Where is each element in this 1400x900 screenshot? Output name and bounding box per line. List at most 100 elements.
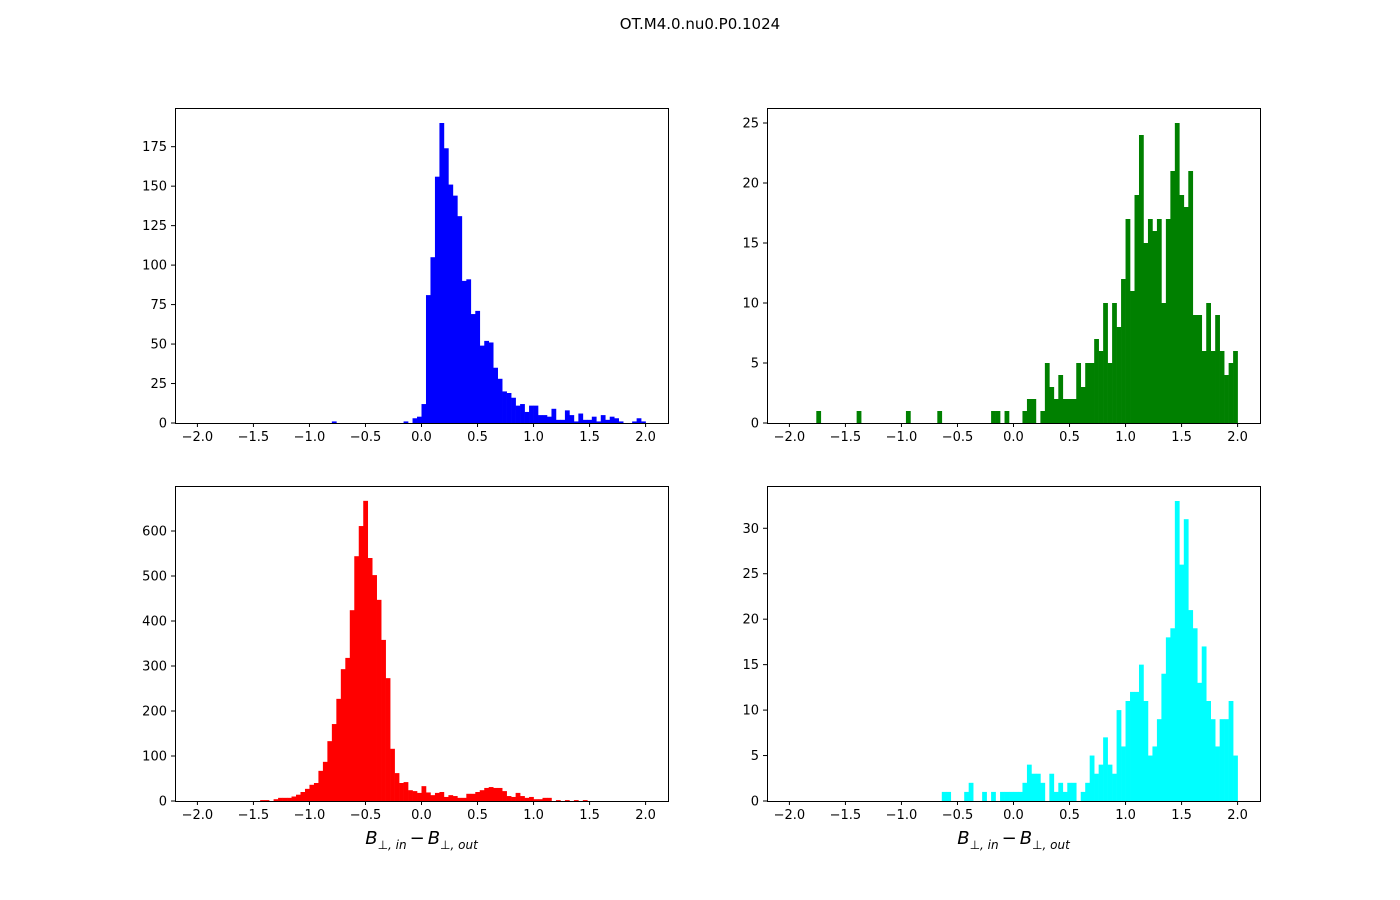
axes-bottom-left: −2.0 −1.5 −1.0 −0.5 0.0 0.5 1.0 1.5 2.0 0 100 200 30… xyxy=(142,486,669,823)
x-tick-label: −2.0 xyxy=(182,808,214,823)
histogram-bar xyxy=(457,797,463,801)
histogram-bar xyxy=(1053,791,1059,801)
y-tick-label: 15 xyxy=(742,237,759,252)
x-tick-label: 0.0 xyxy=(411,808,432,823)
y-tick-label: 75 xyxy=(150,298,167,313)
histogram-bar xyxy=(1219,351,1225,423)
histogram-bar xyxy=(1103,737,1108,801)
histogram-bar xyxy=(1013,791,1019,801)
xlabel-b2: B xyxy=(1019,828,1033,849)
histogram-bar xyxy=(1094,773,1099,801)
histogram-bar xyxy=(1089,363,1095,423)
y-tick-label: 20 xyxy=(742,177,759,192)
histogram-bar xyxy=(457,216,463,423)
y-tick-label: 0 xyxy=(751,795,759,810)
histogram-bar xyxy=(582,419,588,423)
histogram-bar xyxy=(555,800,561,801)
histogram-bar xyxy=(1094,339,1099,423)
histogram-bar xyxy=(1188,171,1194,423)
x-tick-label: −0.5 xyxy=(350,430,382,445)
histogram-bar xyxy=(1049,387,1055,423)
histogram-bar xyxy=(340,669,346,801)
histogram-bar xyxy=(417,416,422,423)
histogram-bar xyxy=(632,421,637,423)
histogram-bar xyxy=(905,411,911,423)
histogram-bar xyxy=(573,421,579,423)
histogram-bar xyxy=(1197,315,1203,423)
histogram-bar xyxy=(421,786,427,801)
histogram-bar xyxy=(408,790,413,801)
histogram-bar xyxy=(506,796,512,801)
x-tick-label: −1.5 xyxy=(238,430,270,445)
histogram-bar xyxy=(448,795,454,801)
histogram-bar xyxy=(1026,764,1032,801)
histogram-bar xyxy=(466,279,472,423)
histogram-bar xyxy=(1004,791,1010,801)
histogram-bar xyxy=(1183,207,1189,423)
histogram-bar xyxy=(538,415,543,423)
histogram-bar xyxy=(372,575,377,801)
y-tick-label: 25 xyxy=(742,567,759,582)
y-tick-label: 600 xyxy=(142,525,167,540)
histogram-bar xyxy=(551,408,557,423)
x-tick-label: 1.0 xyxy=(1115,430,1136,445)
x-tick-label: 1.5 xyxy=(1171,808,1192,823)
histogram-bar xyxy=(412,791,418,801)
histogram-bar xyxy=(443,148,449,423)
histogram-bar xyxy=(1192,315,1198,423)
histogram-bar xyxy=(1103,303,1108,423)
histogram-bar xyxy=(1183,519,1189,801)
histogram-bar xyxy=(1076,363,1082,423)
histogram-bar xyxy=(1085,782,1090,801)
histogram-bar xyxy=(533,405,539,423)
xlabel-sub1: ⊥, in xyxy=(969,838,999,852)
y-tick-label: 200 xyxy=(142,705,167,720)
histogram-bar xyxy=(1080,791,1086,801)
histogram-bar xyxy=(475,310,481,423)
histogram-bar xyxy=(542,415,548,423)
histogram-bar xyxy=(600,415,606,423)
histogram-bar xyxy=(511,796,516,801)
y-tick-label: 15 xyxy=(742,658,759,673)
histogram-bar xyxy=(529,405,534,423)
histogram-bar xyxy=(596,421,602,423)
xlabel-b1: B xyxy=(957,828,970,849)
histogram-bar xyxy=(1152,746,1158,801)
histogram-bar xyxy=(1031,773,1037,801)
histogram-bar xyxy=(856,411,862,423)
x-tick-label: −1.0 xyxy=(294,808,326,823)
x-tick-label: −0.5 xyxy=(942,430,974,445)
x-tick-label: 0.5 xyxy=(1059,430,1080,445)
x-tick-label: −1.0 xyxy=(294,430,326,445)
histogram-bar xyxy=(403,782,409,801)
histogram-bar xyxy=(1215,746,1220,801)
histogram-bar xyxy=(425,792,431,801)
x-tick-label: −2.0 xyxy=(774,430,806,445)
y-tick-label: 0 xyxy=(751,417,759,432)
histogram-bar xyxy=(1224,375,1229,423)
x-tick-label: −2.0 xyxy=(774,808,806,823)
histogram-bar xyxy=(434,792,440,801)
x-tick-label: −1.5 xyxy=(238,808,270,823)
histogram-bar xyxy=(515,792,521,801)
histogram-bar xyxy=(1035,773,1041,801)
histogram-bar xyxy=(524,411,530,423)
histogram-bar xyxy=(399,783,404,801)
histogram-bar xyxy=(1009,791,1014,801)
y-tick-label: 25 xyxy=(742,117,759,132)
axes-frame xyxy=(175,486,669,802)
histogram-bar xyxy=(345,657,351,801)
histogram-bar xyxy=(394,773,400,801)
x-tick-label: −1.0 xyxy=(886,430,918,445)
histogram-bar xyxy=(982,791,987,801)
histogram-bar xyxy=(417,792,422,801)
histogram-bar xyxy=(1174,123,1180,423)
histogram-bar xyxy=(618,421,624,423)
histogram-bar xyxy=(385,678,391,801)
x-tick-label: 2.0 xyxy=(635,808,656,823)
x-tick-label: 2.0 xyxy=(1227,430,1248,445)
histogram-bar xyxy=(515,405,521,423)
histogram-bar xyxy=(282,797,288,801)
histogram-bar xyxy=(1053,399,1059,423)
